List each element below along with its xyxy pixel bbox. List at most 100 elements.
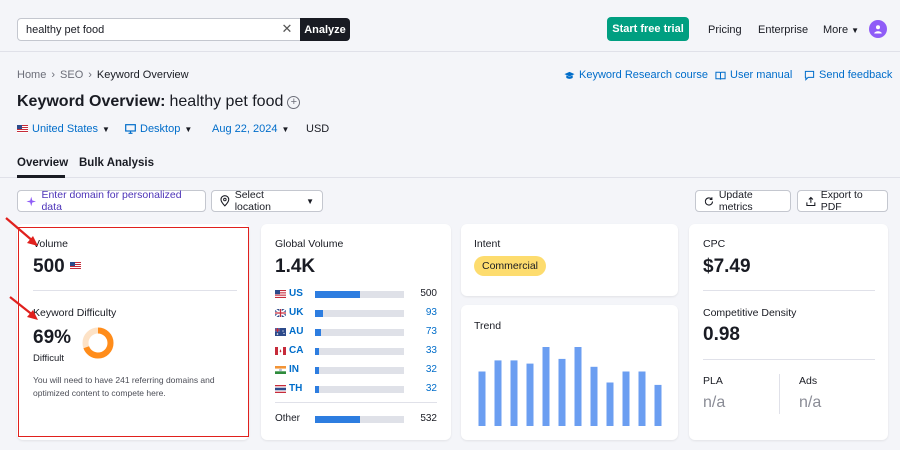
country-row-ca: CA 33 <box>275 344 440 358</box>
volume-bar <box>315 386 404 393</box>
kd-level: Difficult <box>33 353 64 364</box>
country-code[interactable]: TH <box>289 383 303 394</box>
country-volume[interactable]: 32 <box>425 383 437 394</box>
divider <box>703 359 875 360</box>
volume-number: 500 <box>33 256 65 277</box>
intent-card: Intent Commercial <box>461 224 678 296</box>
nav-enterprise[interactable]: Enterprise <box>758 24 809 36</box>
global-volume-card: Global Volume 1.4K US 500 UK 93 AU 73 CA… <box>261 224 451 440</box>
country-row-in: IN 32 <box>275 363 440 377</box>
kd-label: Keyword Difficulty <box>33 307 117 319</box>
location-selector[interactable]: Select location ▼ <box>211 189 323 213</box>
location-label: Select location <box>234 189 271 213</box>
trend-card: Trend <box>461 305 678 440</box>
country-code[interactable]: AU <box>289 326 304 337</box>
volume-bar <box>315 310 404 317</box>
breadcrumb-home[interactable]: Home <box>17 69 47 81</box>
country-volume[interactable]: 93 <box>425 307 437 318</box>
page-title: Keyword Overview: healthy pet food + <box>17 93 301 111</box>
keyword-search-box[interactable]: ✕ <box>17 18 350 41</box>
trend-bar <box>542 347 550 426</box>
trend-bar <box>590 366 598 426</box>
currency-label: USD <box>306 123 330 135</box>
breadcrumb-current: Keyword Overview <box>96 69 189 81</box>
chevron-down-icon: ▼ <box>102 124 110 134</box>
desktop-icon <box>125 124 136 134</box>
volume-bar <box>315 416 404 423</box>
trend-bar <box>654 384 662 426</box>
breadcrumb-seo[interactable]: SEO <box>60 69 84 81</box>
kd-value: 69% <box>33 327 72 348</box>
start-free-trial-button[interactable]: Start free trial <box>607 17 689 41</box>
country-code[interactable]: US <box>289 288 303 299</box>
user-icon <box>874 25 882 34</box>
trend-bar <box>478 371 486 426</box>
country-code[interactable]: CA <box>289 345 304 356</box>
trend-label: Trend <box>474 320 502 332</box>
nav-more[interactable]: More ▼ <box>823 24 859 36</box>
trend-bar <box>574 347 582 426</box>
country-code[interactable]: IN <box>289 364 299 375</box>
volume-bar-fill <box>315 416 360 423</box>
kd-donut-fill <box>82 327 114 359</box>
device-selector[interactable]: Desktop ▼ <box>125 123 192 135</box>
nav-pricing[interactable]: Pricing <box>708 24 742 36</box>
personalized-data-button[interactable]: Enter domain for personalized data <box>17 189 206 213</box>
tab-overview[interactable]: Overview <box>17 157 69 169</box>
export-pdf-button[interactable]: Export to PDF <box>797 189 888 213</box>
user-manual-link[interactable]: User manual <box>715 69 792 81</box>
volume-bar-fill <box>315 329 322 336</box>
volume-bar <box>315 348 404 355</box>
volume-bar-fill <box>315 291 360 298</box>
update-metrics-label: Update metrics <box>718 189 753 213</box>
country-code[interactable]: UK <box>289 307 304 318</box>
country-selector[interactable]: United States ▼ <box>17 123 110 135</box>
country-label: United States <box>32 123 99 135</box>
volume-bar-fill <box>315 386 319 393</box>
trend-bar <box>606 382 614 426</box>
cpc-label: CPC <box>703 238 726 250</box>
update-metrics-button[interactable]: Update metrics <box>695 189 791 213</box>
device-label: Desktop <box>140 123 181 135</box>
tab-bulk-analysis[interactable]: Bulk Analysis <box>79 157 154 169</box>
volume-bar-fill <box>315 348 319 355</box>
chevron-down-icon: ▼ <box>306 196 314 206</box>
other-volume: 532 <box>420 413 437 424</box>
tab-bar <box>0 150 900 178</box>
divider <box>703 290 875 291</box>
intent-label: Intent <box>474 238 501 250</box>
clear-icon[interactable]: ✕ <box>281 21 293 36</box>
vertical-divider <box>779 374 780 414</box>
chevron-down-icon: ▼ <box>851 26 860 35</box>
trend-bar <box>622 371 630 426</box>
date-selector[interactable]: Aug 22, 2024 ▼ <box>212 123 289 135</box>
export-pdf-label: Export to PDF <box>820 189 863 213</box>
user-avatar[interactable] <box>869 20 887 38</box>
pla-value: n/a <box>703 394 726 411</box>
keyword-search-input[interactable] <box>26 21 276 38</box>
analyze-button[interactable]: Analyze <box>300 18 350 41</box>
keyword-research-course-link[interactable]: Keyword Research course <box>564 69 708 81</box>
global-volume-label: Global Volume <box>275 238 344 250</box>
country-volume[interactable]: 32 <box>425 364 437 375</box>
trend-bar <box>558 358 566 426</box>
divider <box>33 290 237 291</box>
trend-bar <box>638 371 646 426</box>
volume-kd-card: Volume 500 Keyword Difficulty 69% Diffic… <box>17 224 249 440</box>
active-tab-indicator <box>17 175 65 178</box>
intent-badge: Commercial <box>474 256 547 276</box>
pla-label: PLA <box>703 375 723 387</box>
keyword-research-course-label: Keyword Research course <box>579 69 709 81</box>
volume-value: 500 <box>33 256 81 278</box>
page-title-prefix: Keyword Overview: <box>17 93 166 110</box>
add-to-list-icon[interactable]: + <box>287 96 301 109</box>
volume-bar <box>315 367 404 374</box>
country-row-au: AU 73 <box>275 325 440 339</box>
export-icon <box>806 196 816 206</box>
volume-bar-fill <box>315 310 323 317</box>
country-volume[interactable]: 73 <box>425 326 437 337</box>
send-feedback-link[interactable]: Send feedback <box>804 69 892 81</box>
country-volume[interactable]: 33 <box>425 345 437 356</box>
country-row-us: US 500 <box>275 287 440 301</box>
personalized-data-label: Enter domain for personalized data <box>41 189 182 213</box>
